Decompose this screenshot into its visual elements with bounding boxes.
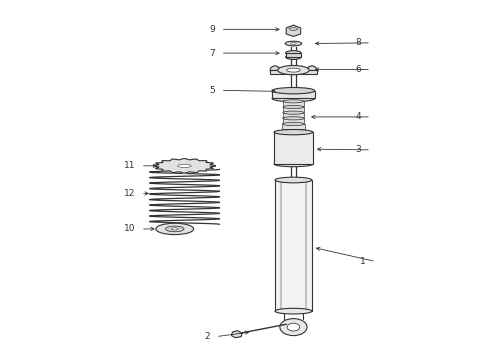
Ellipse shape — [278, 66, 309, 75]
Ellipse shape — [274, 130, 313, 135]
Ellipse shape — [282, 122, 305, 126]
Ellipse shape — [291, 42, 296, 44]
Ellipse shape — [270, 66, 280, 75]
Ellipse shape — [287, 68, 300, 72]
Text: 11: 11 — [123, 161, 135, 170]
Ellipse shape — [172, 228, 178, 230]
Text: 1: 1 — [360, 257, 366, 266]
Polygon shape — [153, 158, 216, 173]
Bar — [283, 113, 304, 117]
Bar — [283, 107, 304, 112]
Ellipse shape — [283, 111, 304, 114]
Ellipse shape — [275, 308, 312, 314]
Bar — [283, 118, 304, 123]
Ellipse shape — [286, 54, 301, 59]
Text: 3: 3 — [356, 145, 361, 154]
Text: 4: 4 — [356, 112, 361, 121]
Bar — [275, 180, 312, 311]
Ellipse shape — [286, 51, 301, 55]
Text: 12: 12 — [123, 189, 135, 198]
Bar — [274, 132, 313, 164]
Ellipse shape — [307, 66, 317, 75]
Bar — [272, 91, 315, 99]
Ellipse shape — [272, 95, 315, 102]
Text: 7: 7 — [209, 49, 215, 58]
Text: 2: 2 — [204, 332, 210, 341]
Ellipse shape — [283, 105, 304, 109]
Ellipse shape — [274, 161, 313, 167]
Bar — [283, 101, 304, 106]
Ellipse shape — [275, 177, 312, 183]
Ellipse shape — [178, 164, 191, 167]
Polygon shape — [286, 25, 301, 36]
Text: 9: 9 — [209, 25, 215, 34]
Text: 10: 10 — [123, 224, 135, 233]
Ellipse shape — [284, 94, 303, 97]
Text: 6: 6 — [356, 65, 361, 74]
Ellipse shape — [280, 319, 307, 336]
Bar — [270, 70, 317, 75]
Text: 8: 8 — [356, 38, 361, 47]
Ellipse shape — [166, 226, 184, 232]
Ellipse shape — [283, 100, 304, 103]
Ellipse shape — [285, 41, 302, 46]
Text: 5: 5 — [209, 86, 215, 95]
Ellipse shape — [287, 323, 300, 331]
Bar — [286, 53, 301, 57]
Bar — [284, 96, 303, 100]
Ellipse shape — [283, 117, 304, 120]
Polygon shape — [231, 330, 242, 338]
Ellipse shape — [289, 28, 298, 31]
Bar — [282, 124, 305, 129]
Ellipse shape — [156, 223, 194, 235]
Ellipse shape — [272, 87, 315, 94]
